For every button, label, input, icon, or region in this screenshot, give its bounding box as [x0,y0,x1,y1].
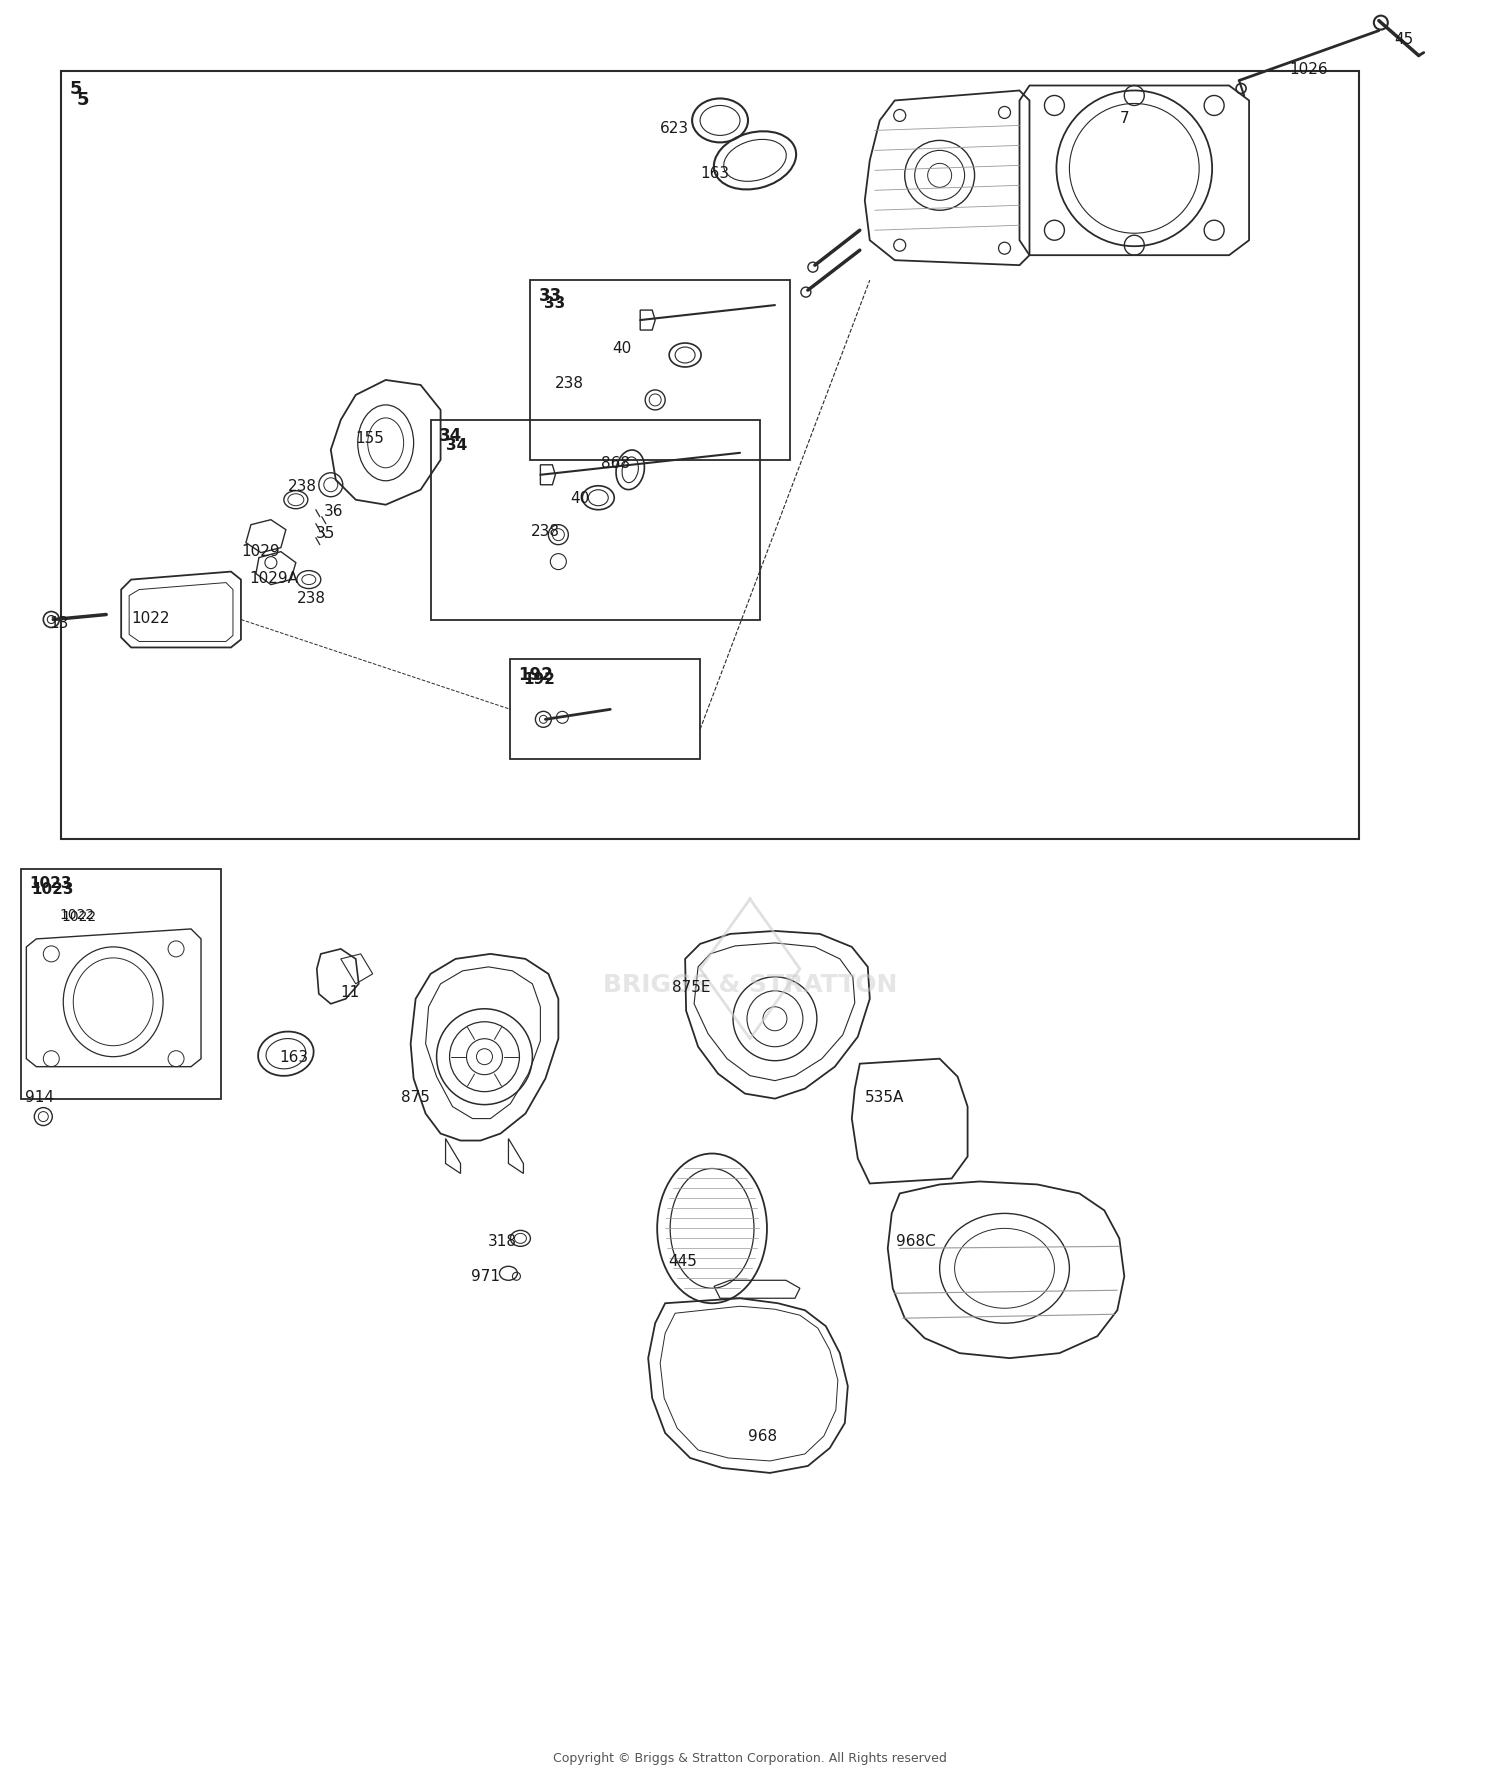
Text: 1029: 1029 [242,544,279,558]
Bar [21,869,220,1098]
Bar [510,660,700,760]
Text: 1029A: 1029A [249,571,298,585]
Text: 5: 5 [69,79,82,97]
Bar [62,72,1359,839]
Text: 238: 238 [555,376,585,390]
Text: 1023: 1023 [32,882,74,896]
Text: 914: 914 [26,1090,54,1104]
Text: 238: 238 [531,524,560,538]
Text: 238: 238 [297,590,326,605]
Text: 875: 875 [400,1090,429,1104]
Text: Copyright © Briggs & Stratton Corporation. All Rights reserved: Copyright © Briggs & Stratton Corporatio… [554,1751,946,1764]
Text: 623: 623 [660,122,690,136]
Text: 45: 45 [1394,32,1413,47]
Text: 1022: 1022 [62,909,96,923]
Text: 1022: 1022 [130,610,170,624]
Text: 192: 192 [524,673,555,687]
Text: 5: 5 [76,91,88,109]
Text: 163: 163 [700,166,729,181]
Text: 13: 13 [50,615,69,630]
Text: 875E: 875E [672,979,711,995]
Text: 11: 11 [340,984,360,1000]
Text: 192: 192 [519,666,554,683]
Text: 33: 33 [544,295,566,311]
Text: 968C: 968C [896,1234,936,1249]
Text: 971: 971 [471,1268,500,1283]
Text: BRIGGS & STRATTON: BRIGGS & STRATTON [603,971,897,996]
Text: 535A: 535A [865,1090,904,1104]
Text: 155: 155 [356,431,384,445]
Bar [430,420,760,621]
Text: 7: 7 [1119,111,1130,127]
Bar [531,281,790,460]
Text: 445: 445 [668,1254,698,1268]
Text: 34: 34 [438,426,462,445]
Text: 1026: 1026 [1288,61,1328,77]
Text: 40: 40 [570,490,590,506]
Text: 318: 318 [488,1234,516,1249]
Text: 36: 36 [324,503,344,519]
Text: 163: 163 [279,1048,308,1064]
Text: 33: 33 [538,286,561,304]
Text: 35: 35 [316,526,334,540]
Text: 968: 968 [748,1428,777,1444]
Text: 34: 34 [446,438,466,453]
Text: 40: 40 [612,342,632,356]
Text: 1023: 1023 [30,875,72,891]
Text: 868: 868 [602,456,630,471]
Text: 238: 238 [288,478,316,494]
Text: 1022: 1022 [60,907,94,921]
